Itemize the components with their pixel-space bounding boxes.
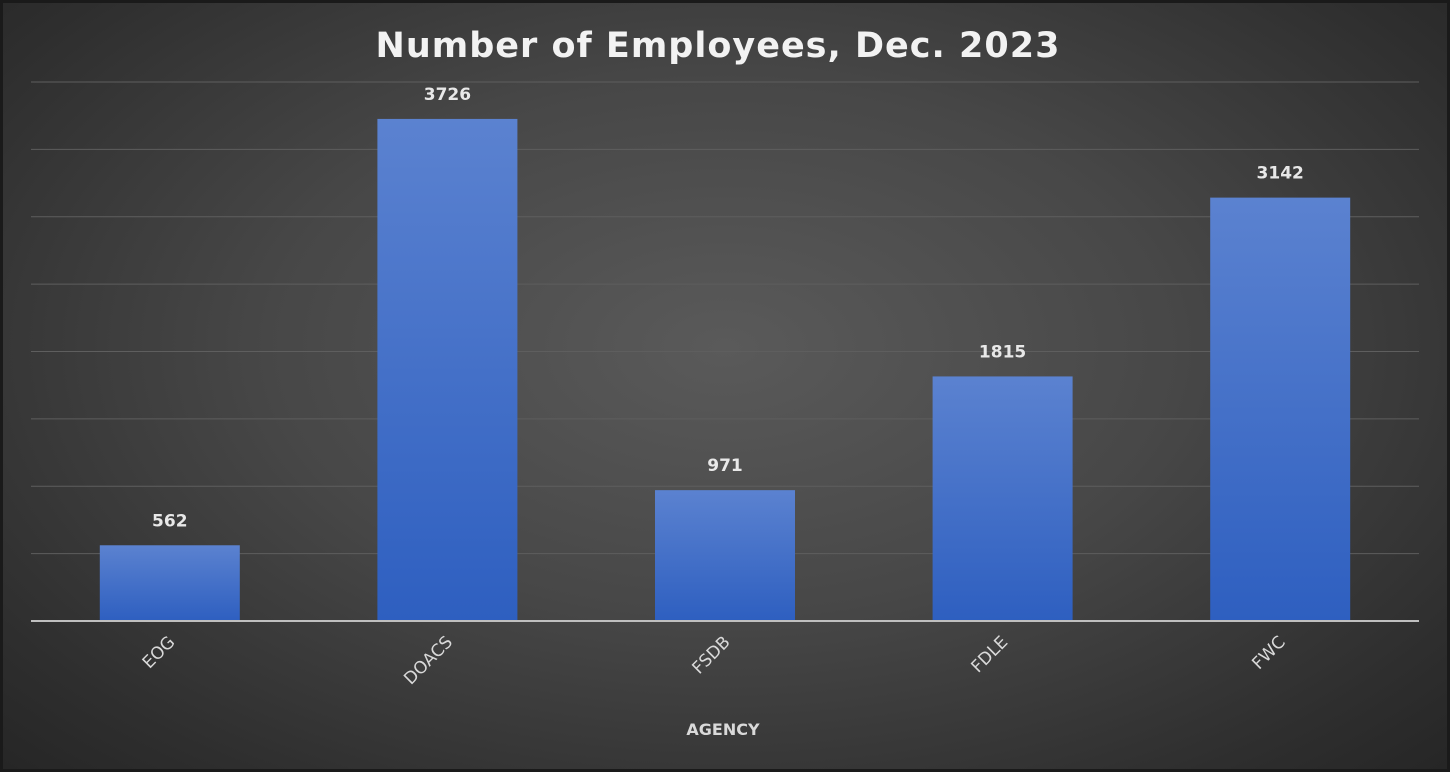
bar-fsdb	[655, 490, 795, 621]
x-tick-label-fdle: FDLE	[968, 632, 1013, 677]
x-tick-label-eog: EOG	[139, 632, 180, 673]
chart-container: 562 3726 971 1815 3142 EOG DOACS FSDB FDLE FWC N…	[3, 3, 1447, 769]
bar-fwc	[1210, 197, 1351, 622]
data-label-doacs: 3726	[424, 85, 471, 105]
x-tick-label-fwc: FWC	[1248, 632, 1289, 673]
x-tick-labels: EOG DOACS FSDB FDLE FWC	[139, 632, 1290, 689]
x-tick-label-doacs: DOACS	[400, 632, 457, 689]
chart-title: Number of Employees, Dec. 2023	[376, 26, 1061, 66]
bar-eog	[99, 545, 240, 621]
x-tick-label-fsdb: FSDB	[689, 632, 735, 678]
data-label-fwc: 3142	[1257, 164, 1304, 184]
data-label-eog: 562	[152, 511, 188, 531]
bar-doacs	[377, 118, 518, 621]
x-axis-title: AGENCY	[686, 720, 760, 739]
bar-fdle	[932, 376, 1073, 621]
gridlines	[31, 81, 1419, 555]
data-label-fdle: 1815	[979, 342, 1026, 362]
data-labels: 562 3726 971 1815 3142	[152, 85, 1304, 531]
bars	[99, 118, 1351, 622]
data-label-fsdb: 971	[707, 456, 743, 476]
bar-chart: 562 3726 971 1815 3142 EOG DOACS FSDB FDLE FWC N…	[31, 26, 1419, 739]
